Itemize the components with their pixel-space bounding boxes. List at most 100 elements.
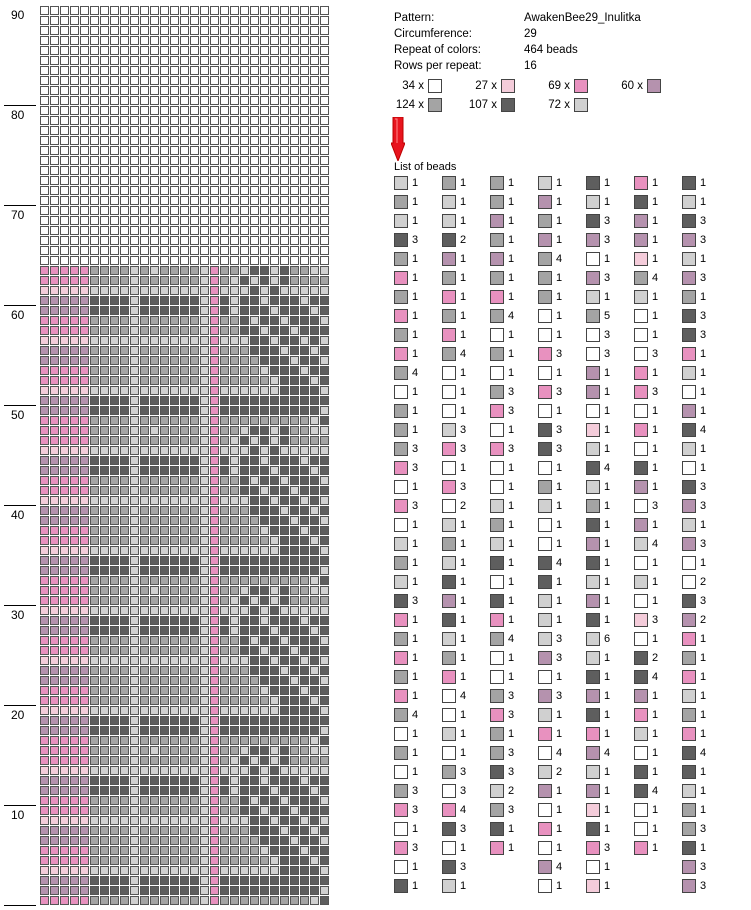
- bead-cell[interactable]: [110, 786, 119, 795]
- bead-cell[interactable]: [190, 6, 199, 15]
- bead-cell[interactable]: [190, 96, 199, 105]
- bead-cell[interactable]: [200, 26, 209, 35]
- bead-cell[interactable]: [240, 206, 249, 215]
- bead-cell[interactable]: [280, 586, 289, 595]
- bead-cell[interactable]: [110, 886, 119, 895]
- bead-cell[interactable]: [120, 606, 129, 615]
- bead-cell[interactable]: [140, 306, 149, 315]
- bead-cell[interactable]: [280, 506, 289, 515]
- bead-cell[interactable]: [150, 36, 159, 45]
- bead-cell[interactable]: [290, 336, 299, 345]
- bead-cell[interactable]: [150, 756, 159, 765]
- bead-cell[interactable]: [240, 496, 249, 505]
- bead-cell[interactable]: [150, 606, 159, 615]
- bead-cell[interactable]: [110, 16, 119, 25]
- bead-cell[interactable]: [170, 116, 179, 125]
- bead-cell[interactable]: [230, 216, 239, 225]
- bead-cell[interactable]: [310, 736, 319, 745]
- bead-cell[interactable]: [180, 166, 189, 175]
- bead-cell[interactable]: [50, 766, 59, 775]
- bead-cell[interactable]: [150, 646, 159, 655]
- bead-cell[interactable]: [230, 176, 239, 185]
- bead-cell[interactable]: [160, 696, 169, 705]
- bead-cell[interactable]: [150, 56, 159, 65]
- bead-cell[interactable]: [240, 306, 249, 315]
- bead-cell[interactable]: [270, 86, 279, 95]
- bead-cell[interactable]: [90, 496, 99, 505]
- bead-cell[interactable]: [240, 636, 249, 645]
- bead-cell[interactable]: [70, 346, 79, 355]
- bead-cell[interactable]: [90, 516, 99, 525]
- bead-cell[interactable]: [190, 636, 199, 645]
- bead-cell[interactable]: [280, 446, 289, 455]
- bead-cell[interactable]: [310, 826, 319, 835]
- bead-cell[interactable]: [110, 226, 119, 235]
- bead-cell[interactable]: [240, 386, 249, 395]
- bead-cell[interactable]: [80, 636, 89, 645]
- bead-cell[interactable]: [140, 126, 149, 135]
- bead-cell[interactable]: [320, 246, 329, 255]
- bead-cell[interactable]: [190, 246, 199, 255]
- bead-cell[interactable]: [270, 666, 279, 675]
- bead-cell[interactable]: [180, 406, 189, 415]
- bead-cell[interactable]: [100, 676, 109, 685]
- bead-cell[interactable]: [150, 416, 159, 425]
- bead-cell[interactable]: [280, 226, 289, 235]
- bead-cell[interactable]: [80, 846, 89, 855]
- bead-cell[interactable]: [190, 476, 199, 485]
- bead-cell[interactable]: [170, 736, 179, 745]
- bead-cell[interactable]: [90, 826, 99, 835]
- bead-cell[interactable]: [190, 336, 199, 345]
- bead-cell[interactable]: [170, 76, 179, 85]
- bead-cell[interactable]: [160, 776, 169, 785]
- bead-cell[interactable]: [200, 86, 209, 95]
- bead-cell[interactable]: [160, 586, 169, 595]
- bead-cell[interactable]: [250, 506, 259, 515]
- bead-cell[interactable]: [60, 666, 69, 675]
- bead-cell[interactable]: [240, 786, 249, 795]
- bead-cell[interactable]: [290, 786, 299, 795]
- bead-cell[interactable]: [300, 16, 309, 25]
- bead-cell[interactable]: [120, 566, 129, 575]
- bead-cell[interactable]: [290, 566, 299, 575]
- bead-cell[interactable]: [320, 496, 329, 505]
- bead-cell[interactable]: [200, 646, 209, 655]
- bead-cell[interactable]: [260, 216, 269, 225]
- bead-cell[interactable]: [180, 496, 189, 505]
- bead-cell[interactable]: [100, 306, 109, 315]
- bead-cell[interactable]: [290, 646, 299, 655]
- bead-cell[interactable]: [280, 136, 289, 145]
- bead-cell[interactable]: [210, 426, 219, 435]
- bead-cell[interactable]: [260, 616, 269, 625]
- bead-cell[interactable]: [160, 676, 169, 685]
- bead-cell[interactable]: [180, 656, 189, 665]
- bead-cell[interactable]: [280, 556, 289, 565]
- bead-cell[interactable]: [200, 376, 209, 385]
- bead-cell[interactable]: [40, 816, 49, 825]
- bead-cell[interactable]: [230, 516, 239, 525]
- bead-cell[interactable]: [60, 616, 69, 625]
- bead-cell[interactable]: [90, 486, 99, 495]
- bead-cell[interactable]: [210, 876, 219, 885]
- bead-cell[interactable]: [230, 646, 239, 655]
- bead-cell[interactable]: [220, 816, 229, 825]
- bead-cell[interactable]: [210, 136, 219, 145]
- bead-cell[interactable]: [200, 766, 209, 775]
- bead-cell[interactable]: [240, 606, 249, 615]
- bead-cell[interactable]: [240, 356, 249, 365]
- bead-cell[interactable]: [150, 776, 159, 785]
- bead-cell[interactable]: [170, 696, 179, 705]
- bead-cell[interactable]: [290, 886, 299, 895]
- bead-cell[interactable]: [40, 66, 49, 75]
- bead-cell[interactable]: [200, 536, 209, 545]
- bead-cell[interactable]: [140, 436, 149, 445]
- bead-cell[interactable]: [140, 776, 149, 785]
- bead-cell[interactable]: [260, 806, 269, 815]
- bead-cell[interactable]: [180, 736, 189, 745]
- bead-cell[interactable]: [280, 246, 289, 255]
- bead-cell[interactable]: [220, 666, 229, 675]
- bead-cell[interactable]: [50, 136, 59, 145]
- bead-cell[interactable]: [50, 876, 59, 885]
- bead-cell[interactable]: [280, 426, 289, 435]
- bead-cell[interactable]: [90, 846, 99, 855]
